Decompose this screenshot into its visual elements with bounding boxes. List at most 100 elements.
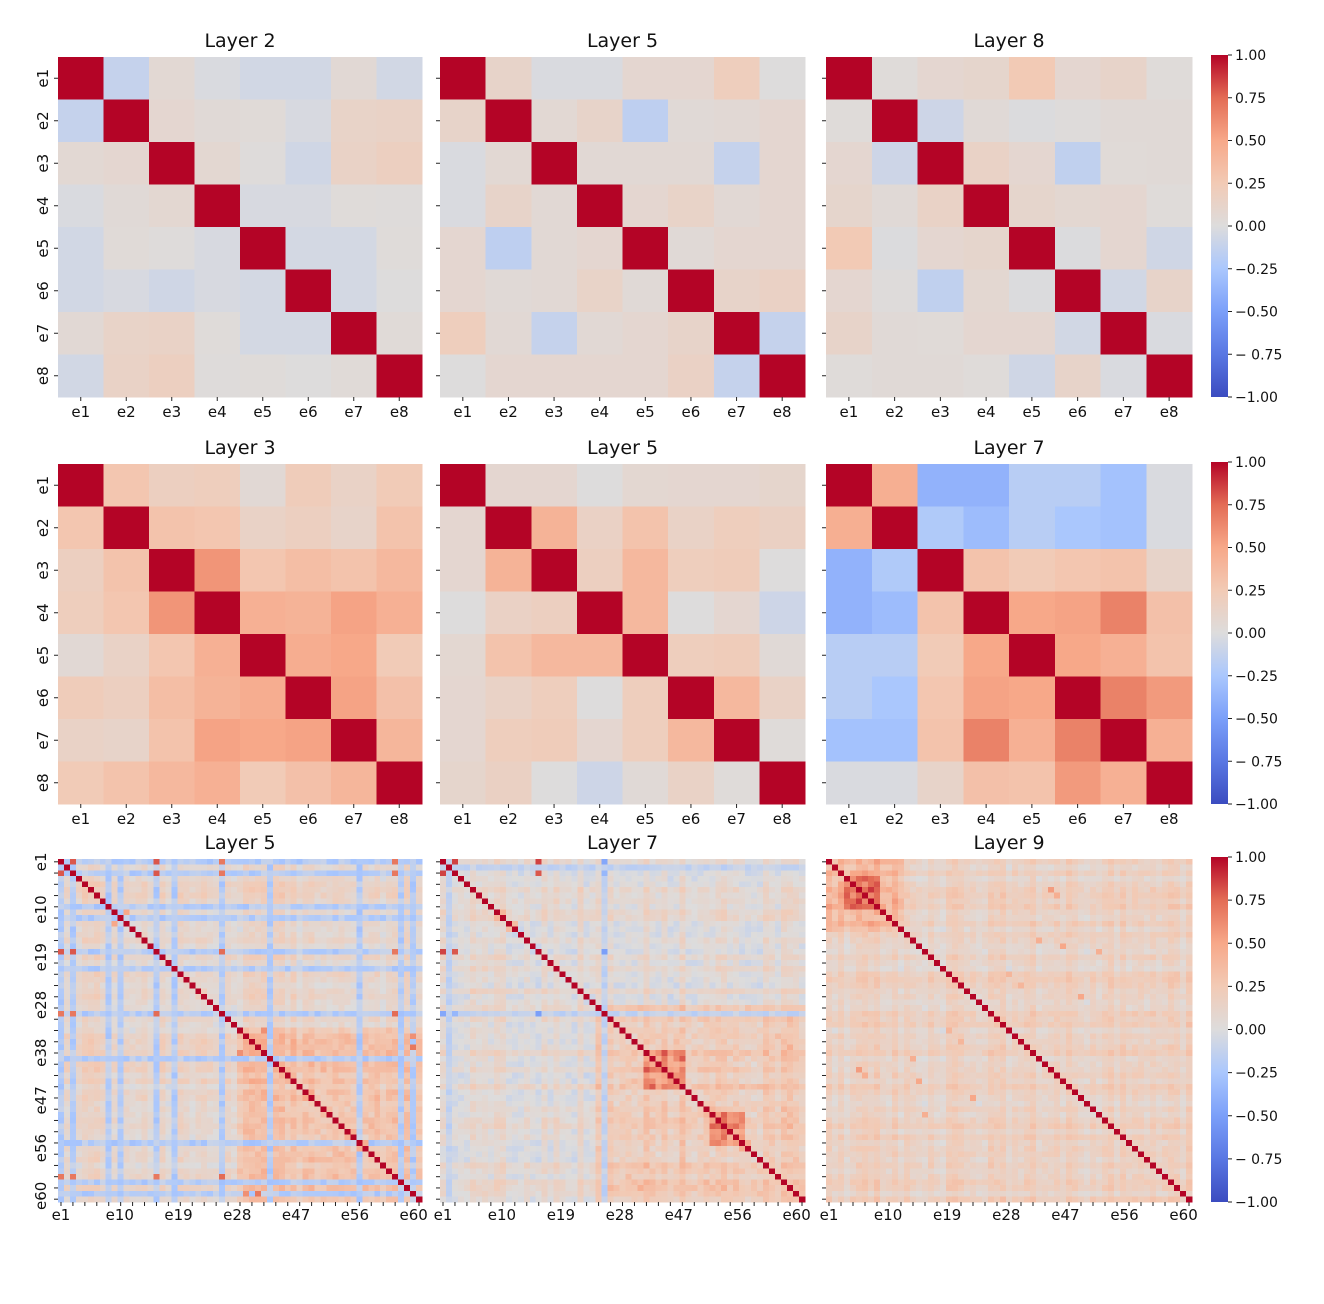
heatmap-cell — [326, 1016, 334, 1023]
heatmap-cell — [225, 1117, 232, 1124]
heatmap-cell — [248, 875, 256, 883]
heatmap-cell — [1054, 506, 1102, 550]
heatmap-cell — [248, 1089, 256, 1096]
heatmap-cell — [559, 903, 567, 911]
heatmap-cell — [165, 1072, 172, 1079]
heatmap-cell — [485, 269, 532, 313]
heatmap-cell — [332, 932, 340, 939]
heatmap-cell — [416, 864, 423, 871]
heatmap-cell — [75, 943, 83, 950]
heatmap-cell — [481, 892, 489, 899]
heatmap-cell — [272, 1010, 280, 1018]
heatmap-cell — [376, 506, 423, 550]
heatmap-cell — [332, 937, 340, 944]
heatmap-cell — [326, 864, 334, 871]
heatmap-cell — [826, 354, 873, 398]
heatmap-cell — [759, 57, 806, 101]
heatmap-cell — [195, 1190, 202, 1197]
heatmap-cell — [165, 864, 172, 871]
heatmap-cell — [135, 920, 143, 928]
heatmap-cell — [123, 1151, 131, 1158]
heatmap-cell — [826, 719, 873, 763]
heatmap-cell — [380, 971, 387, 978]
heatmap-cell — [392, 1044, 399, 1051]
heatmap-cell — [75, 1038, 83, 1046]
heatmap-cell — [1100, 464, 1147, 508]
y-tick-label: e3 — [34, 154, 52, 173]
heatmap-cell — [260, 988, 268, 995]
heatmap-cell — [350, 1055, 357, 1063]
heatmap-cell — [302, 1162, 310, 1169]
heatmap-cell — [248, 1145, 256, 1152]
heatmap-cell — [171, 1128, 178, 1136]
heatmap-cell — [410, 965, 417, 973]
heatmap-cell — [117, 1140, 125, 1147]
heatmap-cell — [111, 887, 119, 894]
heatmap-cell — [673, 898, 680, 905]
heatmap-cell — [87, 988, 95, 995]
heatmap-cell — [123, 920, 131, 928]
heatmap-cell — [117, 915, 125, 922]
heatmap-cell — [485, 354, 532, 398]
heatmap-cell — [404, 1033, 411, 1040]
heatmap-cell — [58, 1010, 65, 1018]
heatmap-cell — [129, 1117, 137, 1124]
heatmap-cell — [225, 909, 232, 916]
heatmap-cell — [350, 1123, 357, 1130]
heatmap-cell — [398, 1128, 405, 1136]
heatmap-cell — [231, 999, 238, 1006]
heatmap-cell — [123, 1016, 131, 1023]
heatmap-cell — [183, 1022, 190, 1029]
heatmap-cell — [75, 1112, 83, 1119]
heatmap-cell — [362, 937, 369, 944]
heatmap-cell — [374, 1061, 381, 1068]
heatmap-cell — [350, 999, 357, 1006]
heatmap-cell — [171, 1140, 178, 1147]
heatmap-cell — [332, 1061, 340, 1068]
heatmap-cell — [129, 943, 137, 950]
heatmap-cell — [159, 1061, 167, 1068]
heatmap-cell — [105, 903, 113, 911]
heatmap-cell — [392, 915, 399, 922]
heatmap-cell — [201, 1089, 208, 1096]
heatmap-cell — [380, 937, 387, 944]
heatmap-cell — [326, 1128, 334, 1136]
heatmap-cell — [177, 1134, 184, 1141]
heatmap-cell — [171, 1185, 178, 1192]
heatmap-cell — [278, 1145, 286, 1152]
heatmap-cell — [392, 881, 399, 888]
heatmap-cell — [141, 864, 149, 871]
heatmap-cell — [153, 1140, 161, 1147]
heatmap-cell — [326, 937, 334, 944]
heatmap-cell — [189, 926, 196, 933]
heatmap-cell — [75, 1050, 83, 1057]
x-tick-label: e6 — [1068, 810, 1087, 828]
heatmap-cell — [75, 1061, 83, 1068]
heatmap-cell — [398, 1145, 405, 1152]
heatmap-cell — [314, 1140, 322, 1147]
heatmap-cell — [111, 1005, 119, 1012]
heatmap-cell — [571, 875, 579, 883]
heatmap-cell — [99, 960, 107, 967]
heatmap-cell — [81, 1106, 89, 1113]
heatmap-cell — [105, 892, 113, 899]
heatmap-cell — [410, 1072, 417, 1079]
heatmap-cell — [225, 1027, 232, 1034]
heatmap-cell — [531, 99, 578, 143]
heatmap-cell — [963, 227, 1010, 271]
heatmap-cell — [331, 269, 378, 313]
heatmap-cell — [1009, 354, 1056, 398]
heatmap-cell — [374, 903, 381, 911]
heatmap-cell — [314, 1044, 322, 1051]
heatmap-cell — [159, 1089, 167, 1096]
heatmap-cell — [673, 864, 680, 871]
heatmap-cell — [499, 859, 507, 866]
heatmap-cell — [195, 999, 202, 1006]
heatmap-cell — [416, 954, 423, 961]
heatmap-cell — [296, 1044, 304, 1051]
heatmap-cell — [368, 864, 375, 871]
heatmap-cell — [398, 915, 405, 922]
heatmap-cell — [917, 184, 964, 228]
heatmap-cell — [195, 1140, 202, 1147]
heatmap-cell — [189, 892, 196, 899]
